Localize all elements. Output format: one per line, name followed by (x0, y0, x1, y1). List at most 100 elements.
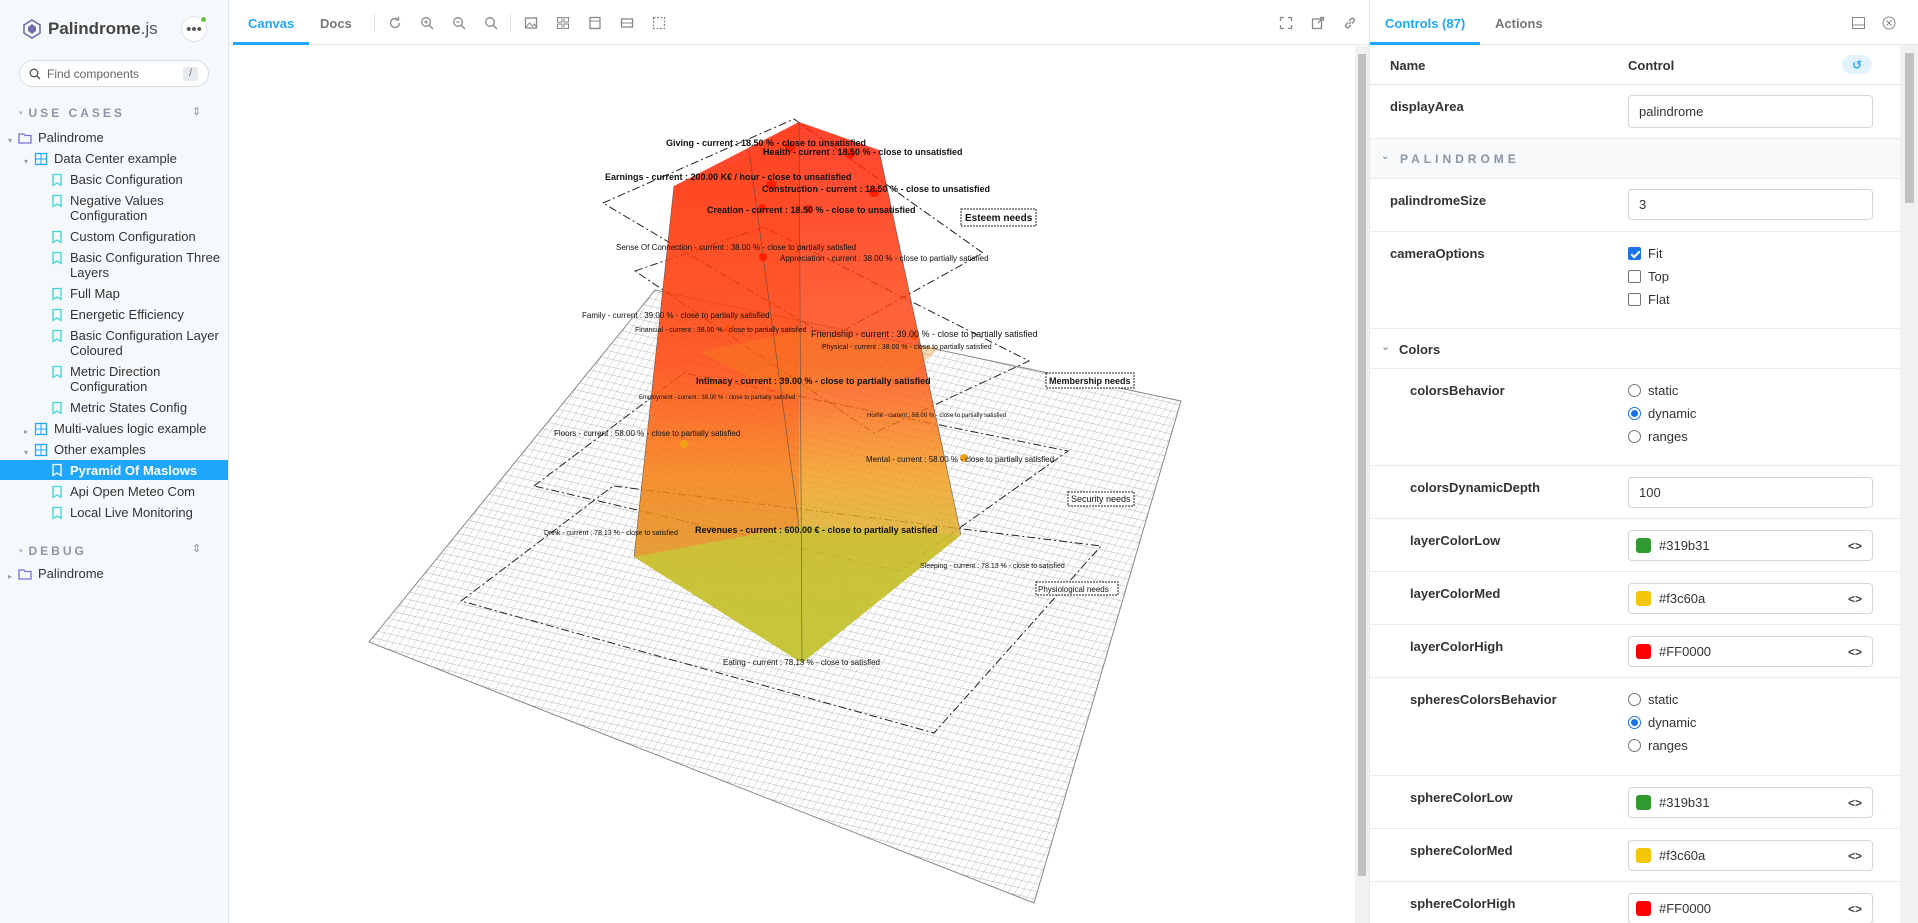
search-input[interactable] (47, 66, 177, 81)
tree-item-basic-configuration-three-layers[interactable]: Basic Configuration Three Layers (0, 250, 228, 280)
group-colors[interactable]: ⌄ Colors (1370, 329, 1900, 369)
tree-item-full-map[interactable]: Full Map (0, 286, 228, 301)
palindrome-3d-view[interactable]: Giving - current : 18.50 % - close to un… (229, 46, 1354, 923)
radio[interactable] (1628, 739, 1641, 752)
colorsbehavior-static-radio[interactable]: static (1628, 379, 1696, 402)
code-toggle-icon[interactable]: <> (1847, 795, 1862, 810)
tree-item-data-center-example[interactable]: ▾ Data Center example (0, 151, 228, 169)
colorsbehavior-dynamic-radio[interactable]: dynamic (1628, 402, 1696, 425)
color-swatch[interactable] (1636, 901, 1651, 916)
layercolorhigh-input[interactable]: #FF0000 <> (1628, 636, 1873, 667)
code-toggle-icon[interactable]: <> (1847, 591, 1862, 606)
spherecolorhigh-input[interactable]: #FF0000 <> (1628, 893, 1873, 923)
section-debug[interactable]: ▾ DEBUG (19, 544, 87, 558)
panel-header: Controls (87) Actions (1370, 0, 1918, 45)
code-toggle-icon[interactable]: <> (1847, 901, 1862, 916)
section-debug-label: DEBUG (28, 544, 87, 558)
fullscreen-icon[interactable] (1279, 16, 1293, 30)
tree-item-negative-values-configuration[interactable]: Negative Values Configuration (0, 193, 228, 223)
viewport-icon[interactable] (588, 16, 602, 30)
radio-selected[interactable] (1628, 407, 1641, 420)
control-name: sphereColorHigh (1410, 896, 1516, 911)
tab-actions[interactable]: Actions (1495, 16, 1543, 31)
measure-icon[interactable] (620, 16, 634, 30)
color-swatch[interactable] (1636, 795, 1651, 810)
outline-icon[interactable] (652, 16, 666, 30)
label-home: Home - current : 58.00 % - close to part… (867, 413, 1006, 419)
radio-selected[interactable] (1628, 716, 1641, 729)
camera-flat-checkbox[interactable]: Flat (1628, 288, 1670, 311)
grid-icon[interactable] (556, 16, 570, 30)
code-toggle-icon[interactable]: <> (1847, 644, 1862, 659)
colorsdynamicdepth-input[interactable]: 100 (1628, 477, 1873, 508)
color-value: #f3c60a (1659, 591, 1706, 606)
radio[interactable] (1628, 430, 1641, 443)
panel-scrollbar[interactable] (1900, 45, 1918, 923)
camera-fit-checkbox[interactable]: Fit (1628, 242, 1670, 265)
label-appreciation: Appreciation - current : 38.00 % - close… (780, 254, 989, 263)
tree-item-metric-states-config[interactable]: Metric States Config (0, 400, 228, 415)
tab-controls[interactable]: Controls (87) (1370, 0, 1481, 45)
radio[interactable] (1628, 384, 1641, 397)
canvas-scrollbar[interactable] (1355, 46, 1369, 923)
background-icon[interactable] (524, 16, 538, 30)
spherescolorsbehavior-dynamic-radio[interactable]: dynamic (1628, 711, 1696, 734)
tree-item-metric-direction-configuration[interactable]: Metric Direction Configuration (0, 364, 228, 394)
radio[interactable] (1628, 693, 1641, 706)
group-palindrome[interactable]: ⌄ PALINDROME (1370, 139, 1900, 179)
tree-item-debug-palindrome[interactable]: ▸ Palindrome (0, 566, 228, 584)
spherecolormed-input[interactable]: #f3c60a <> (1628, 840, 1873, 871)
zoom-in-icon[interactable] (420, 16, 434, 30)
layercolorlow-input[interactable]: #319b31 <> (1628, 530, 1873, 561)
scrollbar-thumb[interactable] (1358, 54, 1366, 876)
tree-item-basic-configuration-layer-coloured[interactable]: Basic Configuration Layer Coloured (0, 328, 228, 358)
spherescolorsbehavior-static-radio[interactable]: static (1628, 688, 1696, 711)
color-swatch[interactable] (1636, 848, 1651, 863)
camera-top-checkbox[interactable]: Top (1628, 265, 1670, 288)
checkbox[interactable] (1628, 270, 1641, 283)
collapse-all-icon[interactable]: ⇕ (192, 543, 202, 555)
tree-item-custom-configuration[interactable]: Custom Configuration (0, 229, 228, 244)
search-shortcut: / (183, 67, 198, 81)
displayarea-input[interactable]: palindrome (1628, 95, 1873, 128)
spherescolorsbehavior-ranges-radio[interactable]: ranges (1628, 734, 1696, 757)
color-swatch[interactable] (1636, 644, 1651, 659)
palindromesize-input[interactable]: 3 (1628, 189, 1873, 220)
code-toggle-icon[interactable]: <> (1847, 848, 1862, 863)
code-toggle-icon[interactable]: <> (1847, 538, 1862, 553)
tree-item-palindrome[interactable]: ▾ Palindrome (0, 130, 228, 148)
scrollbar-thumb[interactable] (1905, 53, 1914, 203)
panel-position-icon[interactable] (1852, 17, 1865, 29)
menu-button[interactable]: ••• (181, 16, 207, 42)
open-new-tab-icon[interactable] (1311, 16, 1325, 30)
color-swatch[interactable] (1636, 538, 1651, 553)
tree-item-pyramid-of-maslows[interactable]: Pyramid Of Maslows (0, 460, 228, 480)
collapse-all-icon[interactable]: ⇕ (192, 106, 202, 118)
tab-docs[interactable]: Docs (320, 16, 352, 31)
section-use-cases[interactable]: ▾ USE CASES (19, 106, 125, 120)
palindrome-canvas[interactable]: Giving - current : 18.50 % - close to un… (229, 46, 1354, 923)
brand-logo[interactable]: Palindrome.js (22, 16, 158, 42)
tab-canvas[interactable]: Canvas (233, 0, 310, 45)
colorsbehavior-ranges-radio[interactable]: ranges (1628, 425, 1696, 448)
zoom-out-icon[interactable] (452, 16, 466, 30)
layercolormed-input[interactable]: #f3c60a <> (1628, 583, 1873, 614)
tree-item-multi-values-logic-example[interactable]: ▸ Multi-values logic example (0, 421, 228, 439)
close-panel-icon[interactable] (1882, 16, 1896, 30)
tree-item-energetic-efficiency[interactable]: Energetic Efficiency (0, 307, 228, 322)
tree-item-local-live-monitoring[interactable]: Local Live Monitoring (0, 505, 228, 520)
story-icon (52, 308, 62, 322)
reset-controls-icon[interactable]: ↺ (1842, 55, 1872, 74)
zoom-reset-icon[interactable] (484, 16, 498, 30)
reload-icon[interactable] (388, 16, 402, 30)
checkbox[interactable] (1628, 293, 1641, 306)
tree-item-basic-configuration[interactable]: Basic Configuration (0, 172, 228, 187)
copy-link-icon[interactable] (1343, 16, 1357, 30)
color-value: #319b31 (1659, 795, 1710, 810)
search-box[interactable]: / (19, 60, 209, 87)
tree-item-api-open-meteo-com[interactable]: Api Open Meteo Com (0, 484, 228, 499)
tree-item-other-examples[interactable]: ▾ Other examples (0, 442, 228, 460)
spherecolorlow-input[interactable]: #319b31 <> (1628, 787, 1873, 818)
color-swatch[interactable] (1636, 591, 1651, 606)
checkbox-checked[interactable] (1628, 247, 1641, 260)
